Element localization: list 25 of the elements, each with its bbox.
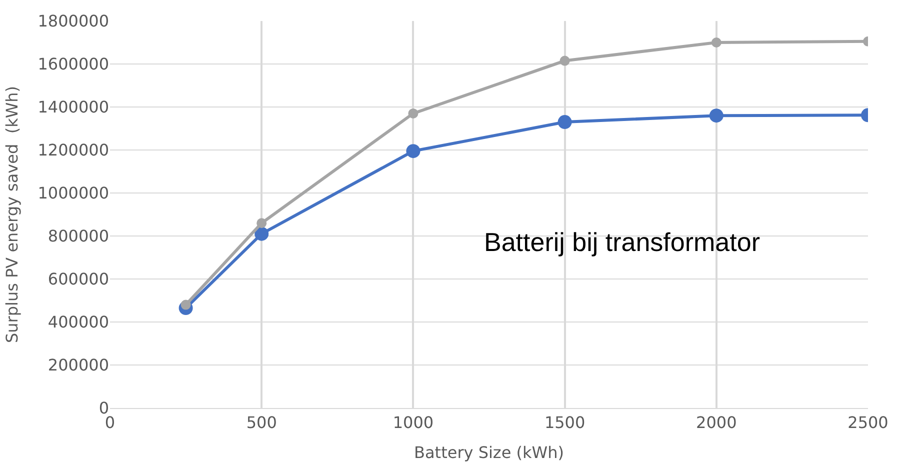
y-axis-title: Surplus PV energy saved (kWh)	[2, 86, 22, 344]
y-tick-label: 1000000	[38, 184, 109, 203]
y-tick-label: 1800000	[38, 12, 109, 31]
x-tick-label: 2000	[696, 413, 737, 432]
x-axis-title: Battery Size (kWh)	[414, 442, 564, 462]
point	[709, 108, 724, 123]
point	[560, 56, 570, 66]
y-tick-label: 1600000	[38, 54, 109, 74]
y-tick-label: 1400000	[38, 98, 109, 117]
x-tick-label: 1000	[392, 413, 434, 432]
point	[408, 108, 418, 118]
y-tick-label: 600000	[48, 270, 109, 289]
y-tick-label: 1200000	[38, 140, 109, 160]
point	[254, 226, 269, 241]
y-tick-label: 400000	[48, 312, 109, 332]
annotation: Batterij bij transformator	[484, 227, 760, 257]
x-tick-label: 2500	[848, 413, 888, 432]
point	[406, 144, 420, 158]
point	[256, 218, 267, 228]
point	[558, 115, 572, 130]
y-tick-label: 800000	[48, 226, 109, 246]
x-tick-label: 1500	[544, 413, 586, 432]
y-tick-label: 200000	[48, 356, 109, 375]
point	[711, 38, 722, 48]
x-tick-label: 500	[246, 413, 277, 432]
